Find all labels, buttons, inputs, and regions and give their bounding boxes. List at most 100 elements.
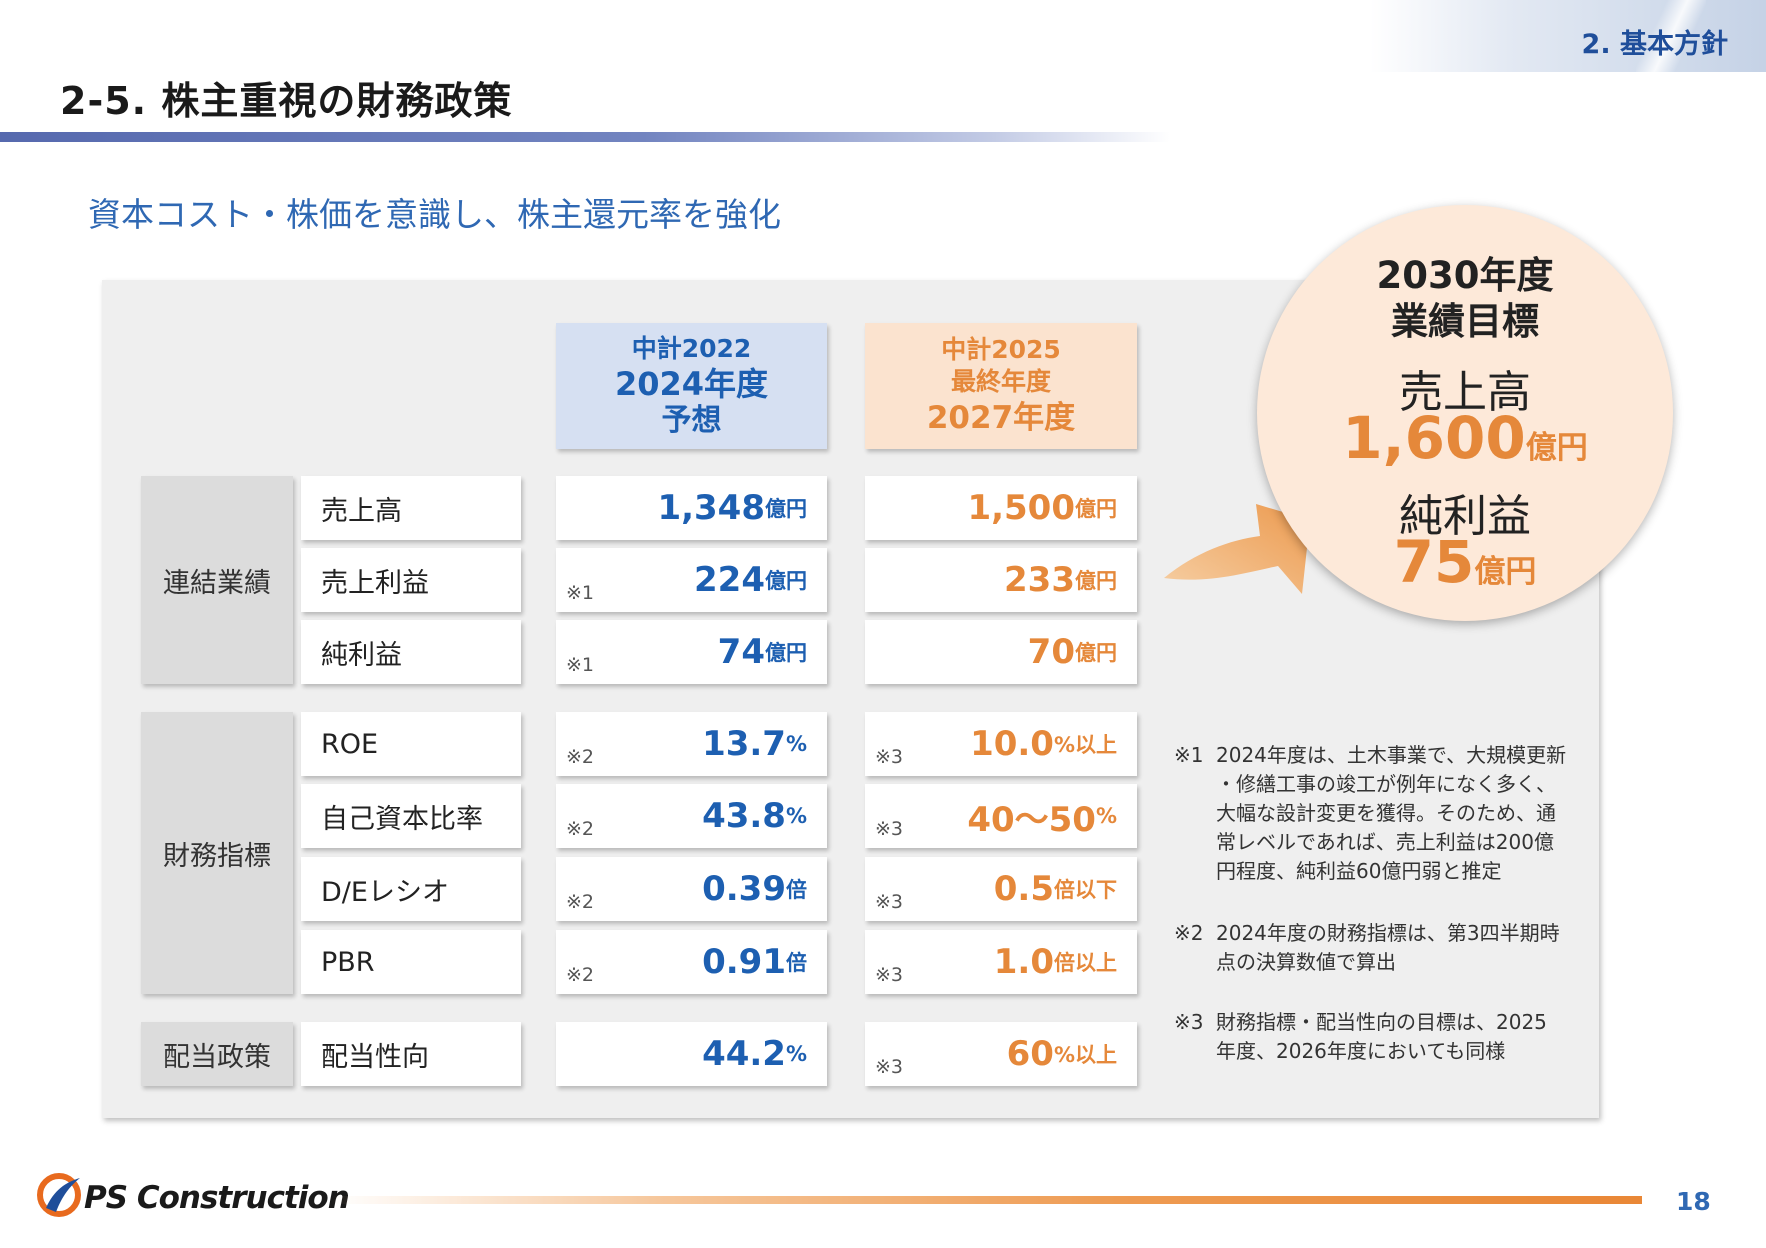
plan-cell: ※3 10.0 %以上 [865,712,1137,776]
unit: % [785,732,807,756]
title-underline [0,132,1170,142]
forecast-cell: ※1 224 億円 [556,548,827,612]
plan-cell: 233 億円 [865,548,1137,612]
unit: %以上 [1053,733,1117,757]
footnote-1: ※1 2024年度は、土木事業で、大規模更新 ・修繕工事の竣工が例年になく多く、 … [1174,741,1594,886]
value: 0.91 [702,942,786,982]
plan-cell: ※3 60 %以上 [865,1022,1137,1086]
value: 44.2 [702,1034,786,1074]
footnote-text: 円程度、純利益60億円弱と推定 [1216,859,1502,883]
column-header-line: 最終年度 [950,367,1051,396]
value: 1.0 [993,942,1054,982]
footnote-text: 点の決算数値で算出 [1216,950,1396,974]
column-header-plan: 中計2025 最終年度 2027年度 [865,323,1137,449]
row-label: ROE [301,712,521,776]
page-subtitle: 資本コスト・株価を意識し、株主還元率を強化 [88,195,781,234]
value: 224 [694,560,765,600]
unit: 倍 [786,951,807,975]
forecast-cell: ※2 0.91 倍 [556,930,827,994]
value: 0.39 [702,869,786,909]
forecast-cell: ※2 13.7% [556,712,827,776]
footnote-mark: ※2 [566,818,595,840]
unit: 倍以上 [1054,951,1117,975]
curved-arrow-icon [1164,504,1310,594]
value: 60 [1006,1034,1054,1074]
forecast-cell: ※1 74 億円 [556,620,827,684]
unit: 倍 [786,878,807,902]
footnote-text: 大幅な設計変更を獲得。そのため、通 [1216,801,1556,825]
unit: 億円 [765,641,807,665]
group-financial: 財務指標 [141,712,293,994]
unit: 億円 [765,569,807,593]
footnote-text: 財務指標・配当性向の目標は、2025 [1216,1010,1547,1034]
footnote-mark: ※2 [566,746,595,768]
target-sales: 1,600億円 [1257,404,1673,472]
footnote-mark: ※3 [875,964,904,986]
footnote-mark: ※3 [875,818,904,840]
column-header-line: 2027年度 [926,400,1076,436]
value: 40～50 [967,799,1096,840]
plan-cell: 70 億円 [865,620,1137,684]
row-label: 売上高 [301,476,521,540]
column-header-forecast: 中計2022 2024年度 予想 [556,323,827,449]
row-label: PBR [301,930,521,994]
row-label: 純利益 [301,620,521,684]
target-net-profit-unit: 億円 [1474,554,1537,590]
unit: 億円 [1075,497,1117,521]
value: 1,500 [967,488,1075,528]
page-title: 2-5. 株主重視の財務政策 [60,79,513,123]
plan-cell: ※3 0.5 倍以下 [865,857,1137,921]
company-logo-icon [37,1173,81,1217]
row-label: 配当性向 [301,1022,521,1086]
footnote-text: ・修繕工事の竣工が例年になく多く、 [1216,772,1556,796]
value: 10.0 [970,724,1054,764]
target-net-profit-value: 75 [1393,528,1475,596]
unit: % [1095,804,1117,828]
plan-cell: 1,500 億円 [865,476,1137,540]
target-year: 2030年度 [1376,254,1554,297]
value: 43.8 [702,796,786,836]
footnote-mark: ※1 [566,582,595,604]
target-net-profit: 75億円 [1257,528,1673,596]
value: 70 [1027,632,1075,672]
value: 0.5 [993,869,1054,909]
forecast-cell: 44.2% [556,1022,827,1086]
value: 13.7 [702,724,786,764]
footnote-text: 常レベルであれば、売上利益は200億 [1216,830,1554,854]
row-label: 自己資本比率 [301,784,521,848]
footer-rule [330,1196,1642,1204]
column-header-line: 予想 [661,403,722,438]
group-dividend: 配当政策 [141,1022,293,1086]
footnote-3: ※3 財務指標・配当性向の目標は、2025 年度、2026年度においても同様 [1174,1008,1594,1066]
section-band [1370,0,1766,72]
column-header-line: 2024年度 [614,365,769,403]
value: 1,348 [657,488,765,528]
column-header-line: 中計2022 [631,334,752,363]
target-net-profit-label: 純利益 [1399,491,1531,542]
plan-cell: ※3 1.0 倍以上 [865,930,1137,994]
footnote-mark: ※1 [566,654,595,676]
footnote-text: 年度、2026年度においても同様 [1216,1039,1506,1063]
footnote-mark: ※3 [1174,1010,1204,1034]
target-kind: 業績目標 [1391,300,1539,343]
footnote-mark: ※3 [875,891,904,913]
unit: 億円 [1075,569,1117,593]
row-label: D/Eレシオ [301,857,521,921]
unit: 億円 [765,497,807,521]
footnote-2: ※2 2024年度の財務指標は、第3四半期時 点の決算数値で算出 [1174,919,1594,977]
footnote-mark: ※2 [566,891,595,913]
unit: %以上 [1053,1043,1117,1067]
footnote-mark: ※3 [875,746,904,768]
value: 74 [717,632,765,672]
page-number: 18 [1676,1187,1711,1216]
plan-cell: ※3 40～50% [865,784,1137,848]
column-header-line: 中計2025 [941,335,1061,364]
unit: 億円 [1075,641,1117,665]
unit: % [785,1042,807,1066]
unit: % [785,804,807,828]
target-sales-unit: 億円 [1525,430,1588,466]
footnote-text: 2024年度は、土木事業で、大規模更新 [1216,743,1567,767]
value: 233 [1004,560,1075,600]
section-label: 2. 基本方針 [1581,29,1728,60]
target-circle [1257,205,1673,621]
